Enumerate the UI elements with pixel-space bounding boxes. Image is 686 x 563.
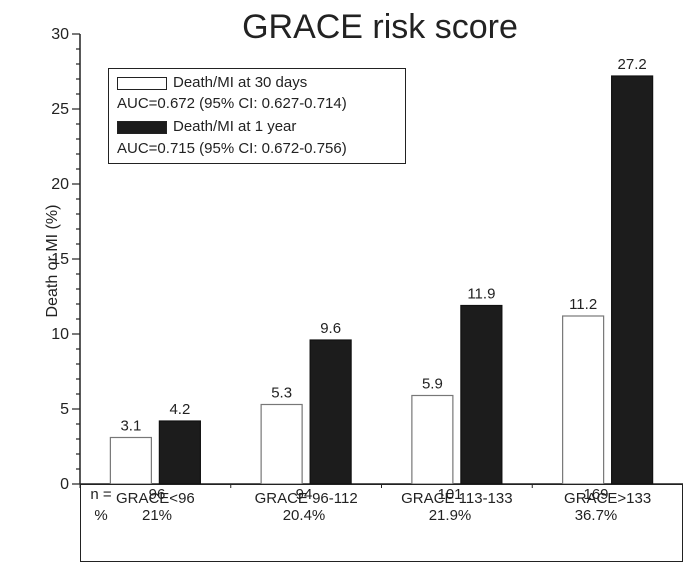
data-label: 11.9 [467,286,495,303]
legend-label-30-days: Death/MI at 30 days [173,74,308,91]
table-n-0: 96 [148,486,166,503]
data-label: 4.2 [169,401,190,418]
y-axis-label: Death or MI (%) [44,204,61,318]
bar-30-days [109,436,152,485]
x-tick-label: GRACE>133 [564,490,651,507]
legend-auc-1-year: AUC=0.715 (95% CI: 0.672-0.756) [117,140,347,157]
table-pct-1: 20.4% [282,507,326,524]
bar-1-year [309,339,352,485]
table-n-3: 169 [583,486,609,503]
y-tick-label: 15 [51,251,69,268]
chart-title: GRACE risk score [242,8,518,46]
legend-item-1-year: Death/MI at 1 year [117,118,296,136]
bar-1-year [460,304,503,485]
data-label: 27.2 [618,56,647,73]
x-tick-label: GRACE 113-133 [401,490,512,507]
data-label: 3.1 [120,418,141,435]
table-pct-3: 36.7% [574,507,618,524]
data-label: 5.9 [422,376,443,393]
data-label: 11.2 [569,296,597,313]
y-tick-label: 25 [51,101,69,118]
table-pct-2: 21.9% [428,507,472,524]
y-tick-label: 30 [51,26,69,43]
table-pct-0: 21% [141,507,173,524]
bar-30-days [562,315,605,485]
y-tick-label: 5 [60,401,69,418]
legend-label-1-year: Death/MI at 1 year [173,118,297,135]
data-label: 5.3 [271,385,292,402]
y-tick-label: 0 [60,476,69,493]
y-tick-label: 20 [51,176,69,193]
table-n-1: 94 [295,486,313,503]
legend-auc-30-days: AUC=0.672 (95% CI: 0.627-0.714) [117,95,347,112]
legend-item-30-days: Death/MI at 30 days [117,74,307,92]
legend-swatch-white [117,76,167,90]
table-row-label-n: n = [90,486,112,503]
bar-30-days [260,403,303,485]
bar-1-year [158,420,201,485]
legend-swatch-black [117,120,167,134]
x-tick-label: GRACE 96-112 [255,490,358,507]
table-n-2: 101 [437,486,463,503]
x-tick-label: GRACE<96 [116,490,195,507]
data-label: 9.6 [320,320,341,337]
legend: Death/MI at 30 days AUC=0.672 (95% CI: 0… [108,68,406,164]
bar-30-days [411,394,454,485]
y-tick-label: 10 [51,326,69,343]
sample-size-table: n = % 96 94 101 169 21% 20.4% 21.9% 36.7… [80,484,683,562]
bar-1-year [611,75,654,485]
table-row-label-pct: % [94,507,108,524]
